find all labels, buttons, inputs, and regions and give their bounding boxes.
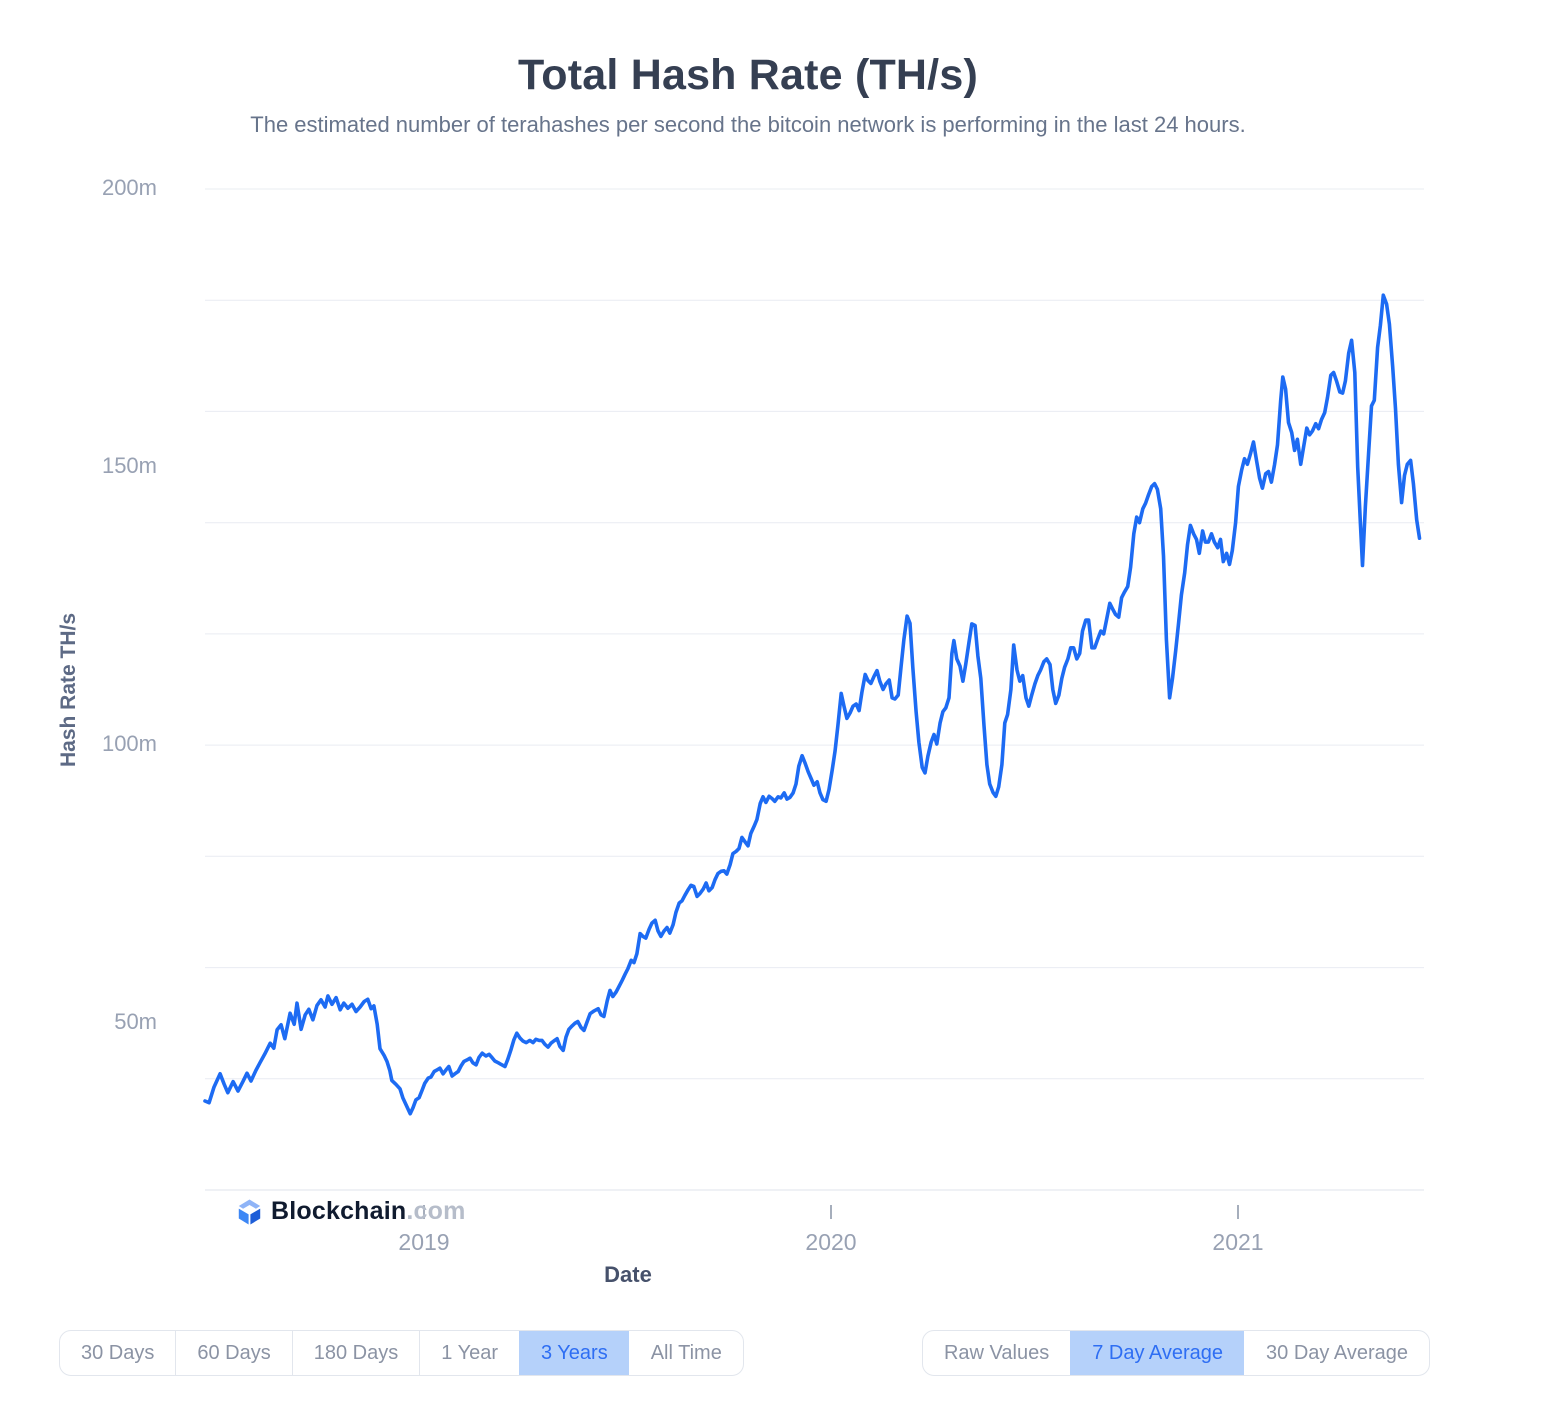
- range-button-1-year[interactable]: 1 Year: [419, 1331, 519, 1375]
- page-subtitle: The estimated number of terahashes per s…: [250, 112, 1246, 137]
- watermark-brand-text: Blockchain.com: [271, 1197, 466, 1225]
- hash-rate-line-series[interactable]: [203, 293, 1422, 1116]
- range-button-60-days[interactable]: 60 Days: [175, 1331, 291, 1375]
- aggregation-button-30-day-average[interactable]: 30 Day Average: [1244, 1331, 1429, 1375]
- range-button-3-years[interactable]: 3 Years: [518, 1331, 629, 1375]
- time-range-button-group: 30 Days 60 Days 180 Days 1 Year 3 Years All T…: [59, 1330, 744, 1376]
- y-tick-label-50m: 50m: [114, 1009, 157, 1035]
- y-tick-label-150m: 150m: [101, 453, 157, 479]
- y-axis-title: Hash Rate TH/s: [57, 612, 80, 768]
- blockchain-watermark[interactable]: Blockchain.com: [237, 1197, 466, 1226]
- aggregation-button-group: Raw Values 7 Day Average 30 Day Average: [921, 1330, 1430, 1376]
- aggregation-button-7-day-average[interactable]: 7 Day Average: [1070, 1331, 1245, 1375]
- x-tick-label-2020: 2020: [805, 1229, 857, 1255]
- blockchain-cube-icon: [238, 1199, 261, 1224]
- y-tick-label-100m: 100m: [101, 731, 157, 757]
- range-button-30-days[interactable]: 30 Days: [60, 1331, 175, 1375]
- x-axis-title: Date: [604, 1262, 652, 1287]
- y-tick-label-200m: 200m: [101, 175, 157, 200]
- page-title: Total Hash Rate (TH/s): [518, 50, 978, 99]
- range-button-all-time[interactable]: All Time: [629, 1331, 743, 1375]
- aggregation-button-raw-values[interactable]: Raw Values: [923, 1331, 1070, 1375]
- range-button-180-days[interactable]: 180 Days: [291, 1331, 420, 1375]
- x-tick-label-2021: 2021: [1212, 1229, 1264, 1255]
- x-tick-label-2019: 2019: [398, 1229, 450, 1255]
- watermark-brand-suffix: .com: [406, 1197, 466, 1225]
